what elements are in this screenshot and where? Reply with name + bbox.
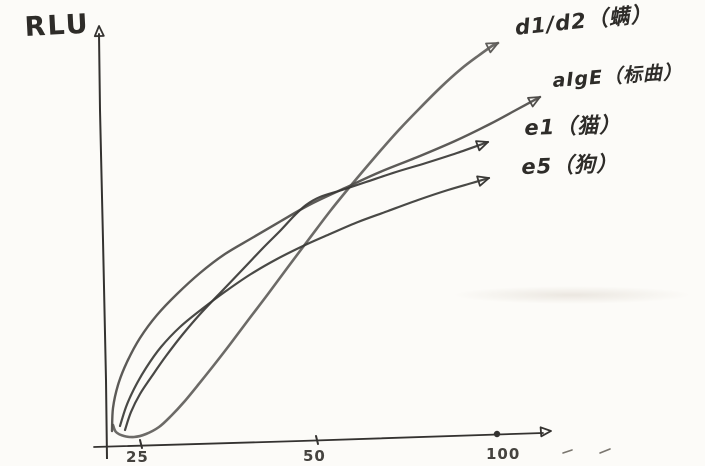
x-tick-label-25: 25 bbox=[126, 448, 149, 466]
y-axis-label: RLU bbox=[23, 8, 91, 43]
x-tick-label-100: 100 bbox=[486, 445, 521, 463]
curve-label-e5-dog: e5（狗） bbox=[520, 151, 619, 179]
curve-label-e1-cat: e1（猫） bbox=[523, 112, 622, 140]
x-tick-label-50: 50 bbox=[303, 447, 326, 465]
paper-smudge bbox=[452, 286, 692, 304]
